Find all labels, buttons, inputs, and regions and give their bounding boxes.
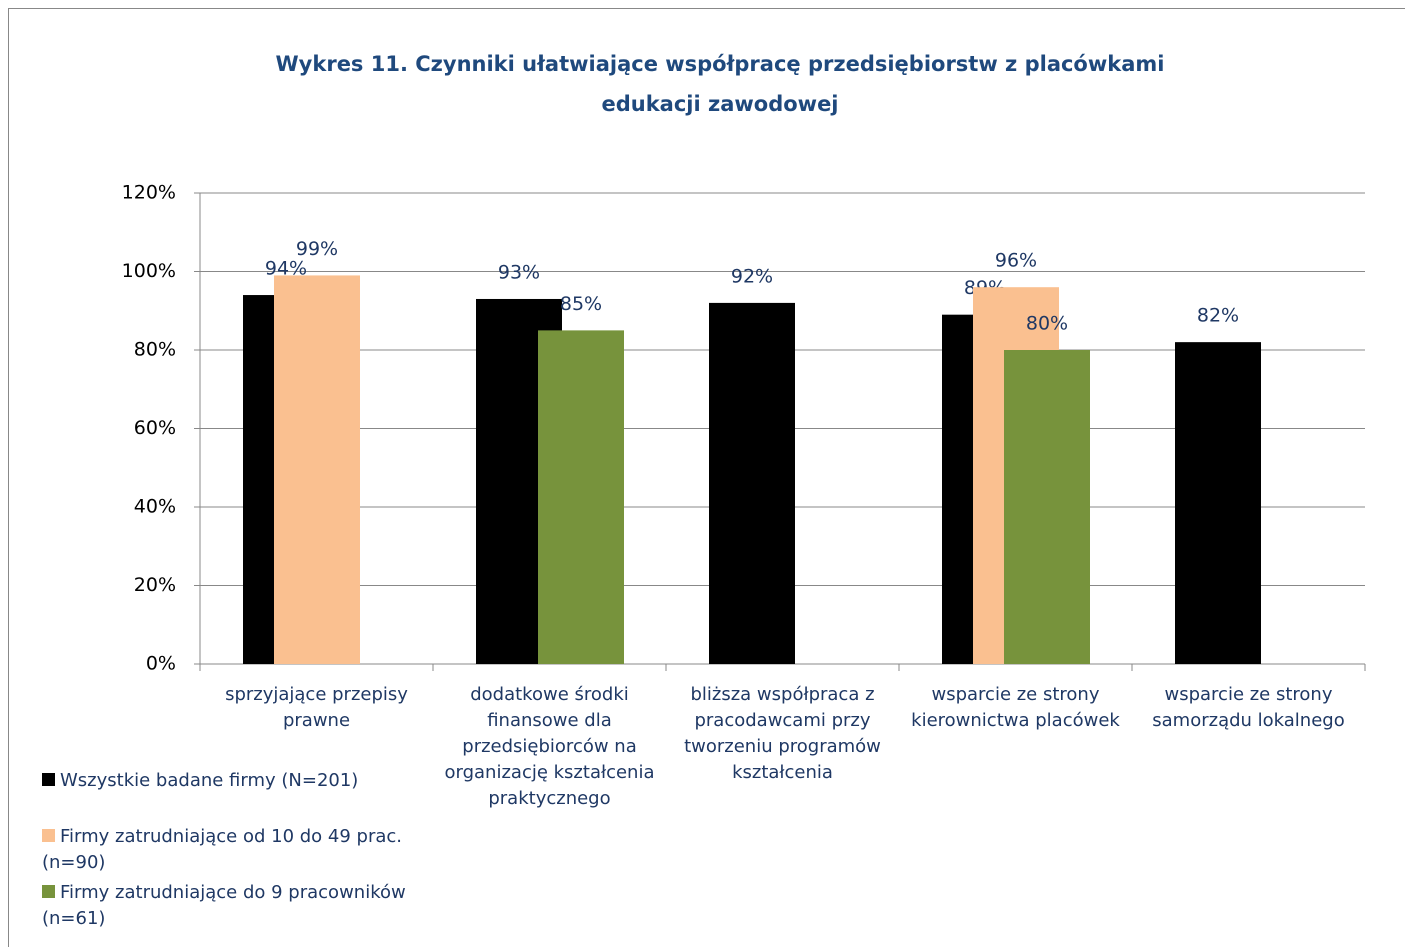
data-label: 82%	[1197, 305, 1239, 327]
bar	[1004, 350, 1090, 664]
data-label: 92%	[731, 265, 773, 287]
legend-label: Firmy zatrudniające do 9 pracowników (n=…	[42, 882, 406, 929]
bar	[709, 302, 795, 664]
y-tick-label: 0%	[146, 653, 176, 675]
y-tick-label: 100%	[122, 260, 176, 282]
legend-swatch	[42, 829, 55, 842]
data-label: 93%	[498, 261, 540, 283]
legend-label: Wszystkie badane firmy (N=201)	[60, 770, 359, 791]
chart-border	[8, 8, 1405, 947]
legend-item: Wszystkie badane firmy (N=201)	[42, 768, 442, 794]
x-tick-label: wsparcie ze strony kierownictwa placówek	[911, 684, 1120, 731]
y-tick-label: 60%	[134, 417, 176, 439]
legend-swatch	[42, 885, 55, 898]
x-tick-label: wsparcie ze strony samorządu lokalnego	[1152, 684, 1345, 731]
legend-item: Firmy zatrudniające od 10 do 49 prac. (n…	[42, 824, 442, 876]
legend-swatch	[42, 773, 55, 786]
y-tick-label: 120%	[122, 182, 176, 204]
y-tick-label: 20%	[134, 574, 176, 596]
legend-label: Firmy zatrudniające od 10 do 49 prac. (n…	[42, 826, 403, 873]
x-tick-label: dodatkowe środki finansowe dla przedsięb…	[444, 684, 655, 809]
data-label: 94%	[265, 258, 307, 280]
data-label: 99%	[296, 238, 338, 260]
chart-title: Wykres 11. Czynniki ułatwiające współpra…	[275, 52, 1165, 116]
x-tick-label: sprzyjające przepisy prawne	[225, 684, 408, 731]
bar	[1175, 342, 1261, 664]
data-label: 80%	[1026, 313, 1068, 335]
y-tick-label: 40%	[134, 496, 176, 518]
data-label: 85%	[560, 293, 602, 315]
legend-item: Firmy zatrudniające do 9 pracowników (n=…	[42, 880, 442, 932]
y-tick-label: 80%	[134, 339, 176, 361]
bar	[274, 275, 360, 664]
bar	[538, 330, 624, 664]
x-tick-label: bliższa współpraca z pracodawcami przy t…	[684, 684, 881, 783]
data-label: 96%	[995, 250, 1037, 272]
